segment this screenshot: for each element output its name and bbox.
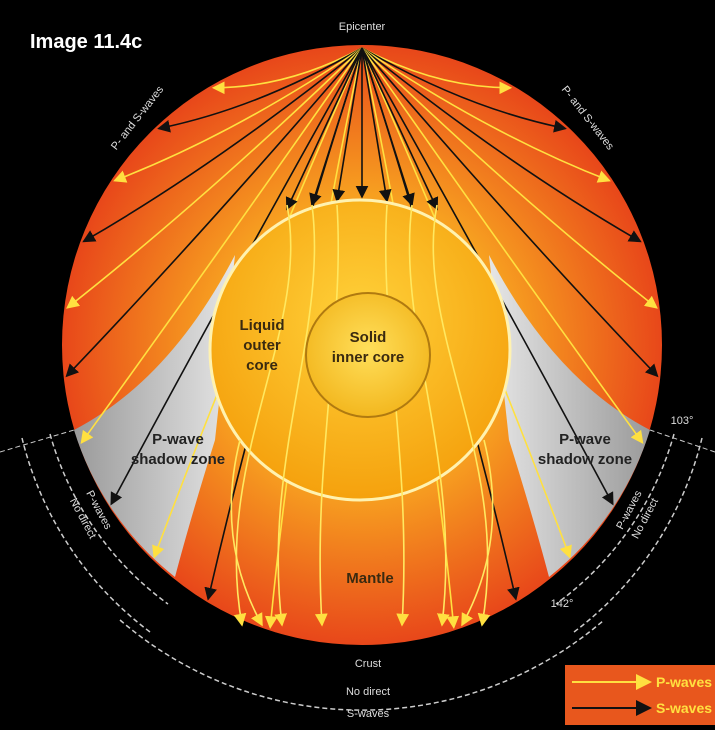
arc-bottom-label: No direct S-waves xyxy=(346,686,390,720)
ray xyxy=(361,47,642,243)
ray xyxy=(65,47,363,378)
ray xyxy=(361,47,567,133)
ray xyxy=(66,47,363,309)
mantle-label: Mantle xyxy=(346,570,394,587)
ray xyxy=(285,47,363,211)
text-line: shadow zone xyxy=(131,451,225,468)
ray xyxy=(332,47,363,203)
text-line: core xyxy=(246,357,278,374)
ray xyxy=(211,47,363,95)
image-title: Image 11.4c xyxy=(30,31,142,53)
text-line: Liquid xyxy=(240,317,285,334)
boundary-line xyxy=(0,429,75,453)
ray xyxy=(408,204,450,627)
legend-label: S-waves xyxy=(656,700,712,716)
shadow-right-label: P-wave shadow zone xyxy=(538,431,632,468)
text-line: S-waves xyxy=(347,708,390,720)
ray xyxy=(361,47,513,95)
ray xyxy=(361,47,415,207)
text-line: P-wave xyxy=(559,431,611,448)
text-line: No direct xyxy=(346,686,390,698)
ray xyxy=(157,47,363,133)
shadow-left-label: P-wave shadow zone xyxy=(131,431,225,468)
arcs xyxy=(21,433,703,711)
ray xyxy=(113,47,363,183)
ray xyxy=(80,47,363,444)
ray xyxy=(361,47,658,309)
ray xyxy=(82,47,363,243)
text-line: inner core xyxy=(332,349,405,366)
ray xyxy=(309,47,363,207)
ray xyxy=(361,47,644,444)
arc xyxy=(119,619,605,711)
outer-core-label: Liquid outer core xyxy=(240,317,285,374)
ray xyxy=(361,47,659,378)
text-line: outer xyxy=(243,337,281,354)
text-line: P-wave xyxy=(152,431,204,448)
epicenter-label: Epicenter xyxy=(339,21,386,33)
ray xyxy=(361,47,439,211)
arc xyxy=(555,433,675,605)
ray xyxy=(461,439,494,627)
angle-label: 142° xyxy=(551,598,574,610)
angle-label: 103° xyxy=(671,415,694,427)
ray xyxy=(274,204,316,627)
ray xyxy=(361,47,392,203)
legend-label: P-waves xyxy=(656,674,712,690)
ray xyxy=(361,47,611,183)
legend: P-waves S-waves xyxy=(565,665,715,725)
inner-core-label: Solid inner core xyxy=(332,329,405,366)
text-line: Solid xyxy=(350,329,387,346)
ray xyxy=(230,439,263,627)
boundary-line xyxy=(649,429,715,453)
text-line: shadow zone xyxy=(538,451,632,468)
arc xyxy=(49,433,169,605)
inner-core xyxy=(305,292,431,418)
crust-label: Crust xyxy=(355,658,381,670)
